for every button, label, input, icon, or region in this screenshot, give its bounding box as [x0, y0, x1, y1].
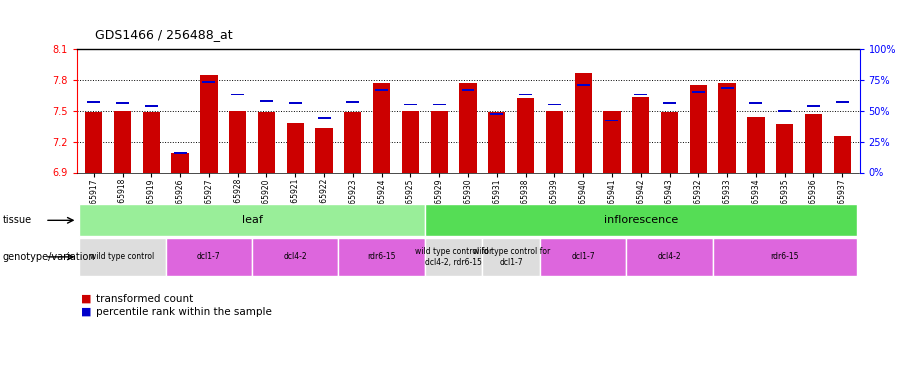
- Bar: [375, 88, 388, 90]
- Bar: [692, 91, 705, 93]
- Bar: [344, 112, 362, 172]
- Bar: [202, 81, 215, 83]
- Bar: [286, 123, 304, 172]
- Text: rdr6-15: rdr6-15: [367, 252, 396, 261]
- Bar: [778, 110, 791, 111]
- Bar: [750, 102, 762, 104]
- Text: inflorescence: inflorescence: [604, 215, 678, 225]
- Bar: [517, 98, 535, 172]
- Text: percentile rank within the sample: percentile rank within the sample: [96, 307, 272, 317]
- Text: tissue: tissue: [3, 215, 32, 225]
- Bar: [338, 238, 425, 276]
- Bar: [574, 74, 592, 172]
- Text: dcl1-7: dcl1-7: [572, 252, 595, 261]
- Bar: [174, 152, 186, 154]
- Bar: [805, 114, 822, 172]
- Bar: [315, 128, 333, 172]
- Bar: [230, 111, 247, 172]
- Bar: [577, 84, 590, 86]
- Bar: [540, 238, 626, 276]
- Bar: [721, 87, 734, 89]
- Text: dcl4-2: dcl4-2: [658, 252, 681, 261]
- Bar: [86, 112, 103, 172]
- Text: wild type control for
dcl4-2, rdr6-15: wild type control for dcl4-2, rdr6-15: [415, 247, 492, 267]
- Bar: [346, 101, 359, 103]
- Bar: [79, 238, 166, 276]
- Bar: [491, 113, 503, 115]
- Bar: [289, 102, 302, 104]
- Bar: [260, 100, 273, 102]
- Text: genotype/variation: genotype/variation: [3, 252, 95, 262]
- Bar: [143, 112, 160, 172]
- Bar: [482, 238, 540, 276]
- Bar: [114, 111, 131, 172]
- Bar: [747, 117, 764, 172]
- Bar: [833, 136, 850, 172]
- Bar: [258, 112, 275, 172]
- Text: dcl4-2: dcl4-2: [284, 252, 307, 261]
- Bar: [433, 104, 446, 105]
- Bar: [231, 94, 244, 96]
- Text: wild type control for
dcl1-7: wild type control for dcl1-7: [472, 247, 550, 267]
- Text: ■: ■: [81, 307, 92, 317]
- Text: ■: ■: [81, 294, 92, 304]
- Bar: [430, 111, 448, 172]
- Bar: [425, 238, 482, 276]
- Bar: [519, 94, 532, 96]
- Bar: [713, 238, 857, 276]
- Bar: [462, 88, 474, 90]
- Bar: [634, 94, 647, 96]
- Bar: [663, 102, 676, 104]
- Bar: [201, 75, 218, 172]
- Bar: [836, 101, 849, 103]
- Bar: [603, 111, 621, 172]
- Bar: [807, 105, 820, 106]
- Bar: [79, 204, 425, 236]
- Bar: [252, 238, 338, 276]
- Bar: [488, 112, 506, 172]
- Bar: [632, 97, 650, 172]
- Text: rdr6-15: rdr6-15: [770, 252, 799, 261]
- Bar: [318, 117, 330, 119]
- Bar: [718, 83, 735, 172]
- Text: transformed count: transformed count: [96, 294, 194, 304]
- Bar: [404, 104, 417, 105]
- Bar: [373, 83, 391, 172]
- Bar: [87, 101, 100, 103]
- Bar: [172, 153, 189, 173]
- Text: wild type control: wild type control: [90, 252, 155, 261]
- Bar: [166, 238, 252, 276]
- Bar: [548, 104, 561, 105]
- Bar: [776, 124, 793, 172]
- Bar: [626, 238, 713, 276]
- Bar: [145, 105, 158, 106]
- Bar: [606, 120, 618, 122]
- Text: leaf: leaf: [242, 215, 263, 225]
- Bar: [401, 111, 419, 172]
- Bar: [689, 85, 706, 172]
- Bar: [116, 102, 129, 104]
- Text: GDS1466 / 256488_at: GDS1466 / 256488_at: [94, 28, 232, 41]
- Bar: [661, 112, 678, 172]
- Text: dcl1-7: dcl1-7: [197, 252, 220, 261]
- Bar: [545, 111, 563, 172]
- Bar: [459, 83, 477, 172]
- Bar: [425, 204, 857, 236]
